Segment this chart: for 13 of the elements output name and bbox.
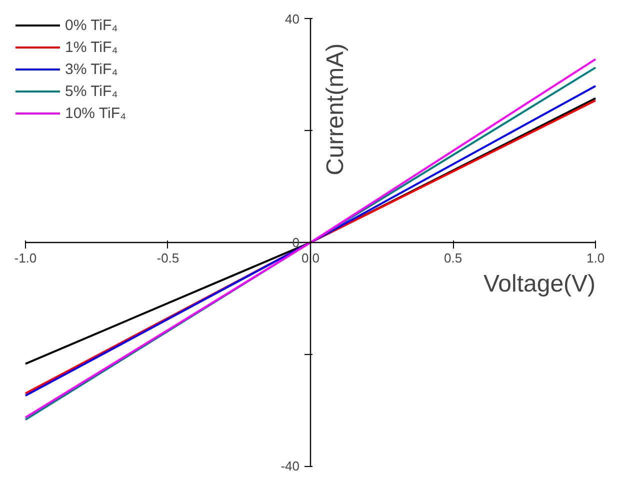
x-tick-label: 0.5 (444, 250, 462, 266)
legend-label: 5% TiF₄ (65, 82, 118, 100)
legend-label: 10% TiF₄ (65, 104, 126, 122)
legend-label: 3% TiF₄ (65, 60, 118, 78)
legend-label: 0% TiF₄ (65, 16, 118, 34)
y-tick-label: -40 (280, 458, 300, 474)
y-tick-label: 40 (285, 11, 300, 26)
x-tick-label: 1.0 (586, 250, 605, 266)
legend-label: 1% TiF₄ (65, 38, 118, 56)
x-axis-title: Voltage(V) (483, 270, 596, 298)
x-tick-label: -1.0 (14, 250, 37, 266)
y-axis-title: Current(mA) (322, 43, 349, 176)
x-tick-label: -0.5 (156, 250, 180, 266)
